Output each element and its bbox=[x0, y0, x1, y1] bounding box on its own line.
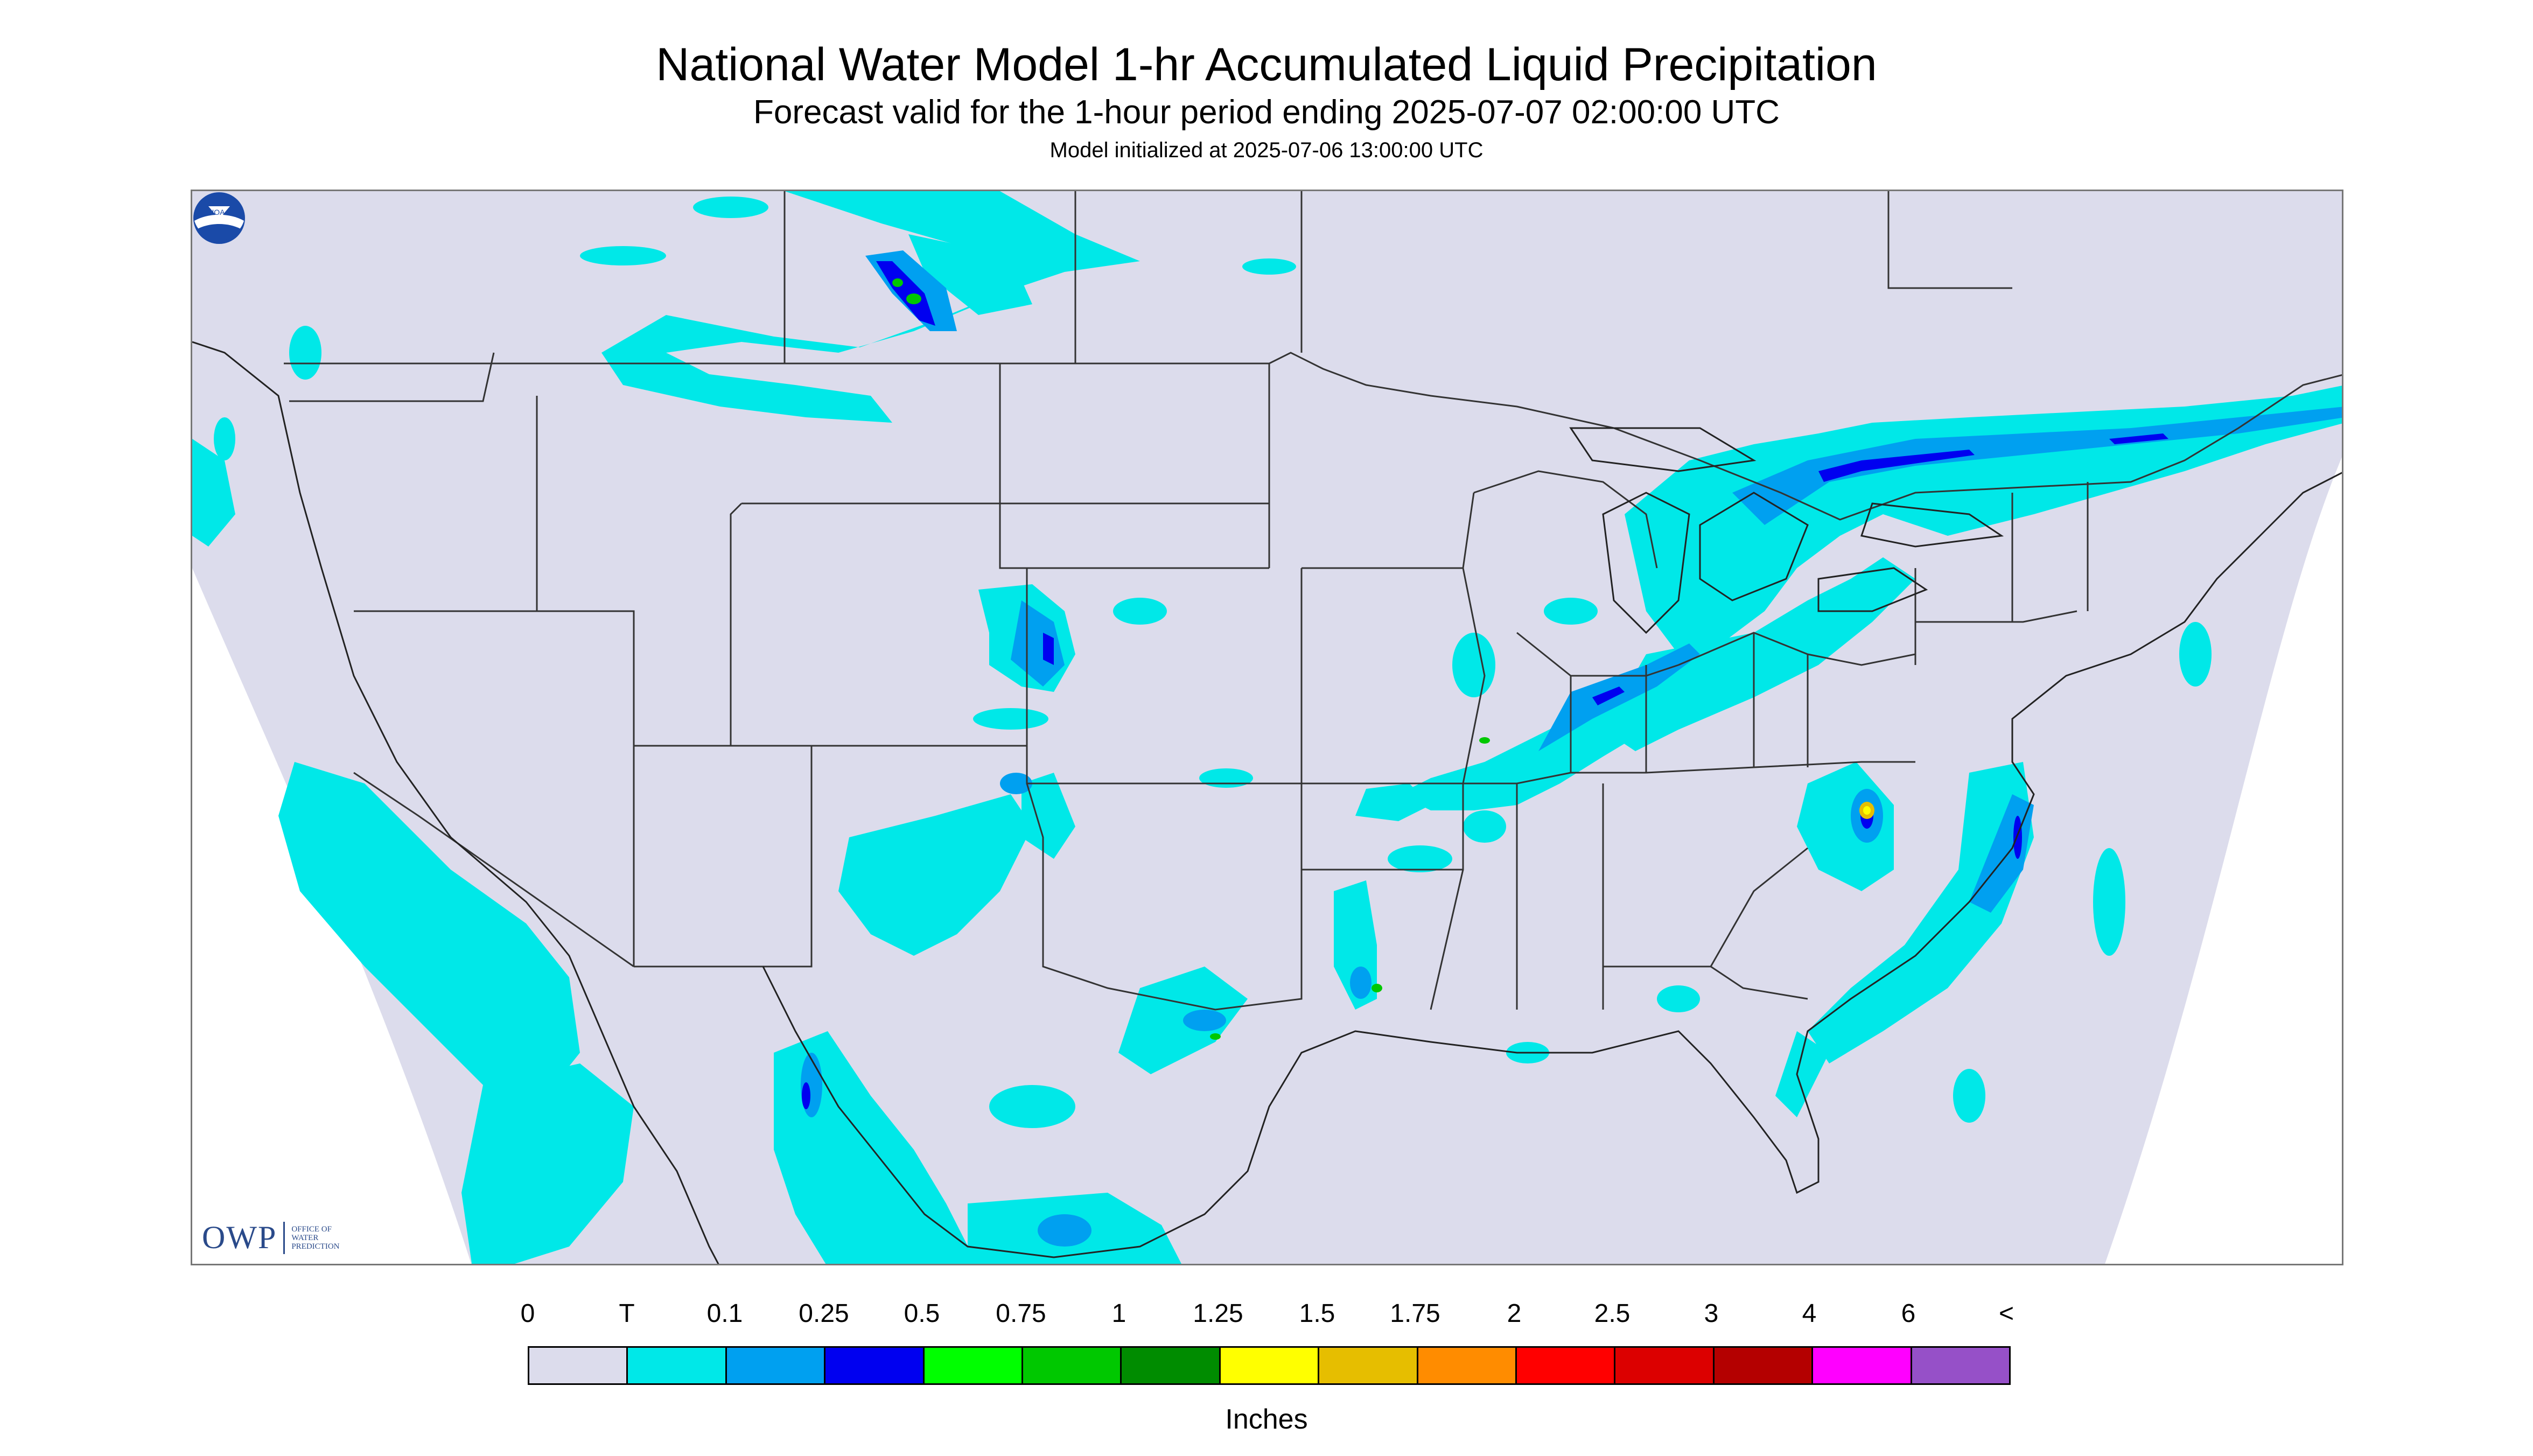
legend-label: 2.5 bbox=[1594, 1299, 1631, 1328]
legend-label: < bbox=[1998, 1299, 2014, 1328]
color-scale-cell bbox=[1023, 1348, 1122, 1383]
precipitation-map: OWP OFFICE OF WATER PREDICTION NOAA bbox=[191, 190, 2343, 1265]
model-init-subtitle: Model initialized at 2025-07-06 13:00:00… bbox=[1049, 138, 1484, 162]
noaa-logo-text: NOAA bbox=[208, 208, 230, 216]
legend-label: 0.1 bbox=[706, 1299, 743, 1328]
owp-logo: OWP OFFICE OF WATER PREDICTION bbox=[202, 1219, 340, 1256]
legend-label: 1.75 bbox=[1390, 1299, 1440, 1328]
color-scale-cell bbox=[1517, 1348, 1616, 1383]
legend-label: 4 bbox=[1802, 1299, 1817, 1328]
color-scale-cell bbox=[1418, 1348, 1517, 1383]
legend-label: 0.25 bbox=[799, 1299, 849, 1328]
legend-label: T bbox=[619, 1299, 635, 1328]
color-scale-cell bbox=[1615, 1348, 1715, 1383]
color-scale-cell bbox=[1220, 1348, 1320, 1383]
legend-label: 1.5 bbox=[1299, 1299, 1335, 1328]
map-title: National Water Model 1-hr Accumulated Li… bbox=[656, 39, 1877, 90]
legend-label: 1.25 bbox=[1193, 1299, 1243, 1328]
color-scale-cell bbox=[726, 1348, 826, 1383]
color-scale-cell bbox=[1714, 1348, 1814, 1383]
legend-label: 2 bbox=[1507, 1299, 1522, 1328]
legend-label: 6 bbox=[1901, 1299, 1916, 1328]
noaa-logo-icon: NOAA bbox=[193, 192, 245, 244]
map-canvas bbox=[192, 191, 2342, 1264]
forecast-valid-subtitle: Forecast valid for the 1-hour period end… bbox=[753, 94, 1780, 131]
legend-label: 0.5 bbox=[904, 1299, 940, 1328]
color-scale-cell bbox=[1813, 1348, 1912, 1383]
legend-label: 0 bbox=[520, 1299, 535, 1328]
color-scale-cell bbox=[924, 1348, 1024, 1383]
legend-labels: 0 T 0.1 0.25 0.5 0.75 1 1.25 1.5 1.75 2 … bbox=[521, 1298, 2014, 1330]
color-scale-cell bbox=[1319, 1348, 1418, 1383]
precip-heavy-cells bbox=[892, 278, 1874, 1040]
state-boundaries bbox=[284, 191, 2342, 1011]
legend-label: 3 bbox=[1704, 1299, 1719, 1328]
legend-units: Inches bbox=[1225, 1404, 1308, 1435]
legend-label: 0.75 bbox=[996, 1299, 1046, 1328]
color-scale-cell bbox=[1122, 1348, 1221, 1383]
color-scale-cell bbox=[529, 1348, 628, 1383]
color-scale-cell bbox=[825, 1348, 925, 1383]
legend-label: 1 bbox=[1111, 1299, 1126, 1328]
owp-logo-text: OFFICE OF WATER PREDICTION bbox=[291, 1224, 340, 1251]
color-scale-cell bbox=[628, 1348, 727, 1383]
color-scale-cell bbox=[1912, 1348, 2010, 1383]
color-scale-bar bbox=[528, 1346, 2011, 1385]
owp-logo-letters: OWP bbox=[202, 1220, 277, 1255]
coastline bbox=[192, 341, 2342, 1264]
